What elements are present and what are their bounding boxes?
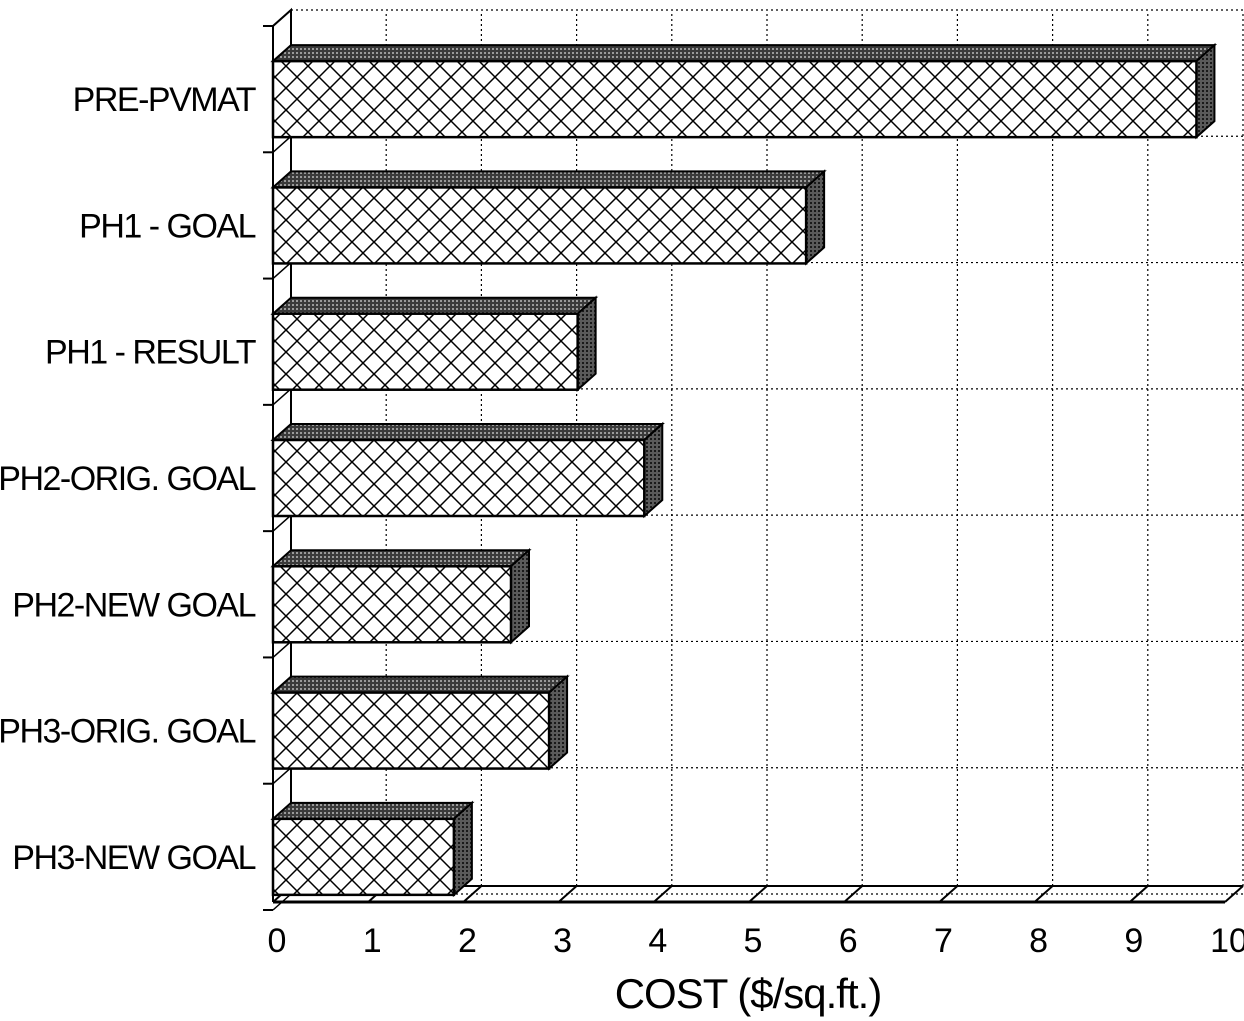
wall-tick <box>272 893 292 911</box>
bar-side-face <box>452 800 473 898</box>
bar <box>270 169 827 266</box>
wall-tick <box>272 767 292 785</box>
floor-tick <box>1033 885 1054 903</box>
floor-tick <box>938 885 959 903</box>
category-label: PH3-ORIG. GOAL <box>0 713 256 751</box>
floor-tick <box>1224 885 1244 903</box>
wall-tick <box>272 262 292 280</box>
category-label: PH1 - RESULT <box>45 334 256 372</box>
x-axis-title: COST ($/sq.ft.) <box>615 970 882 1017</box>
category-label: PH2-NEW GOAL <box>12 586 255 624</box>
bar-side-face <box>1195 42 1216 140</box>
bar-side-face <box>805 169 826 266</box>
bar <box>270 548 532 645</box>
bar-front-face <box>271 59 1198 139</box>
category-label: PH3-NEW GOAL <box>12 839 255 877</box>
bar-top-face <box>270 44 1218 63</box>
wall-tick <box>272 640 292 658</box>
bar-top-face <box>270 801 475 820</box>
wall-tick <box>272 9 292 27</box>
bar-front-face <box>271 817 456 897</box>
wall-tick <box>272 388 292 406</box>
x-tick-label: 6 <box>839 922 858 960</box>
bar-front-face <box>271 186 808 265</box>
x-tick-label: 7 <box>934 922 953 960</box>
bar-front-face <box>271 691 551 770</box>
floor-tick <box>1129 885 1149 903</box>
bar-front-face <box>271 565 513 644</box>
bar-front-face <box>271 312 579 391</box>
bar-top-face <box>270 549 532 568</box>
bar <box>270 674 570 771</box>
category-label: PRE-PVMAT <box>73 81 256 119</box>
x-tick-label: 5 <box>744 922 763 960</box>
x-tick-label: 9 <box>1124 922 1143 960</box>
x-tick-label: 8 <box>1029 922 1048 960</box>
bars <box>270 42 1218 898</box>
x-axis-ticks: 0 1 2 3 4 5 6 7 8 9 10 <box>268 922 1244 960</box>
bar <box>270 421 665 519</box>
gridlines <box>263 9 1244 911</box>
x-tick-label: 10 <box>1210 922 1244 960</box>
bar-side-face <box>576 295 597 392</box>
bar-top-face <box>270 296 599 315</box>
bar-top-face <box>270 423 665 441</box>
bar-side-face <box>510 548 530 645</box>
bar-side-face <box>548 674 569 771</box>
bar <box>270 800 475 898</box>
wall-tick <box>272 514 292 532</box>
x-tick-label: 0 <box>268 922 287 960</box>
bar <box>270 42 1218 140</box>
bar-front-face <box>271 438 646 518</box>
bar-side-face <box>643 421 664 519</box>
floor-tick <box>843 885 863 903</box>
category-labels: PRE-PVMAT PH1 - GOAL PH1 - RESULT PH2-ORIG.… <box>0 81 257 877</box>
wall-tick <box>272 135 292 153</box>
x-tick-label: 1 <box>363 922 382 960</box>
category-label: PH1 - GOAL <box>79 207 255 245</box>
x-tick-label: 2 <box>458 922 477 960</box>
bar <box>270 295 599 392</box>
x-tick-label: 3 <box>553 922 572 960</box>
bar-top-face <box>270 170 827 189</box>
x-tick-label: 4 <box>648 922 667 960</box>
category-label: PH2-ORIG. GOAL <box>0 460 256 498</box>
bar-top-face <box>270 675 570 694</box>
